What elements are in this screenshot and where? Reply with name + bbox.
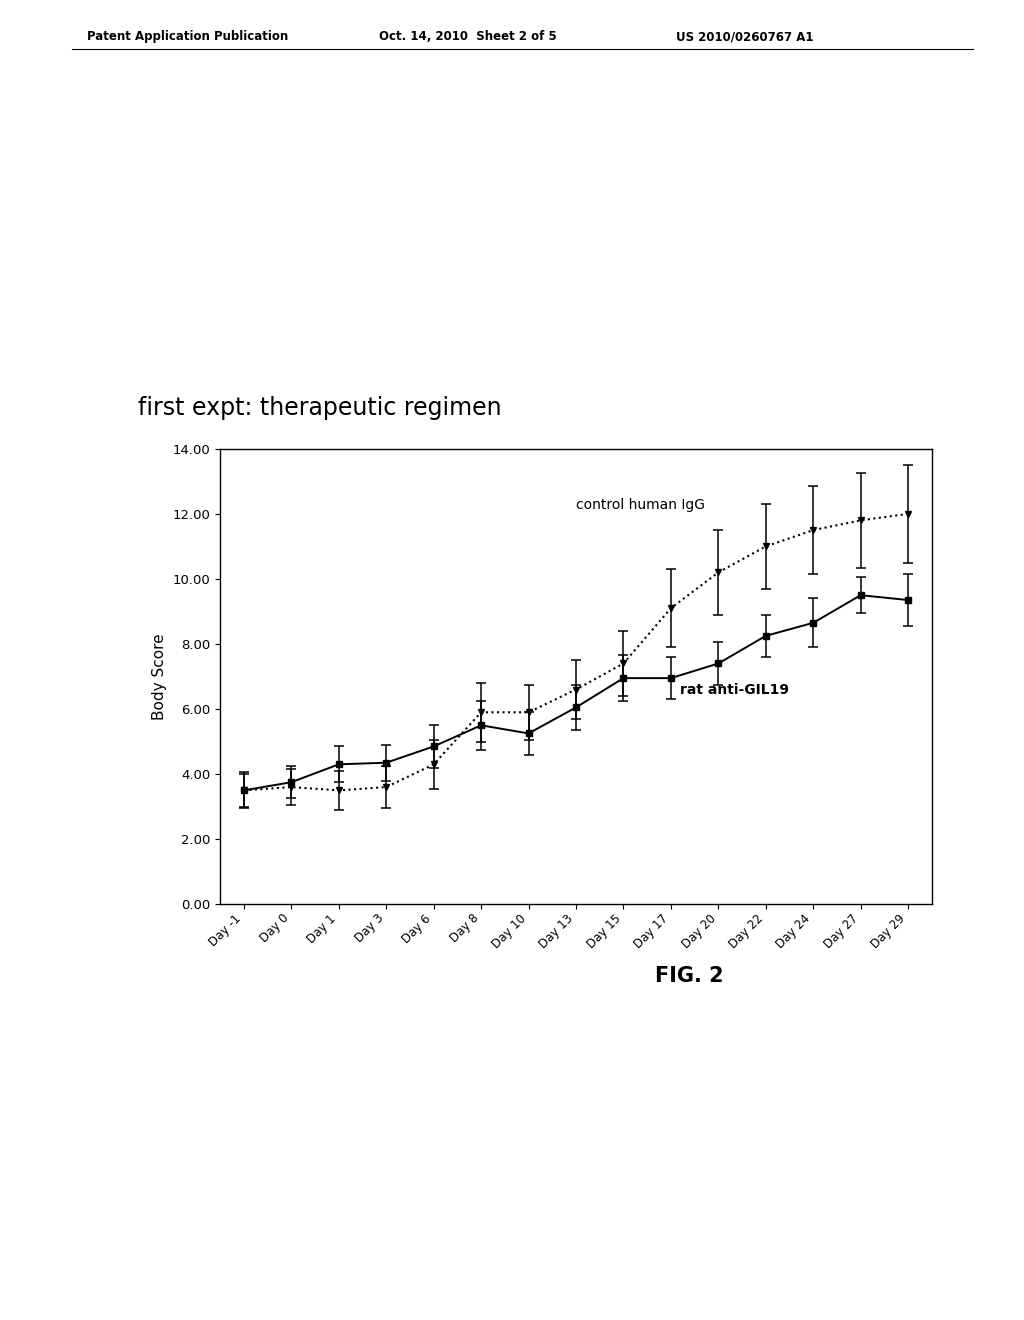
Text: control human IgG: control human IgG <box>575 498 705 512</box>
Text: rat anti-GIL19: rat anti-GIL19 <box>680 682 790 697</box>
Text: Oct. 14, 2010  Sheet 2 of 5: Oct. 14, 2010 Sheet 2 of 5 <box>379 30 557 44</box>
Text: Patent Application Publication: Patent Application Publication <box>87 30 289 44</box>
Text: US 2010/0260767 A1: US 2010/0260767 A1 <box>676 30 813 44</box>
Text: FIG. 2: FIG. 2 <box>655 966 724 986</box>
Y-axis label: Body Score: Body Score <box>152 634 167 719</box>
Text: first expt: therapeutic regimen: first expt: therapeutic regimen <box>138 396 502 420</box>
